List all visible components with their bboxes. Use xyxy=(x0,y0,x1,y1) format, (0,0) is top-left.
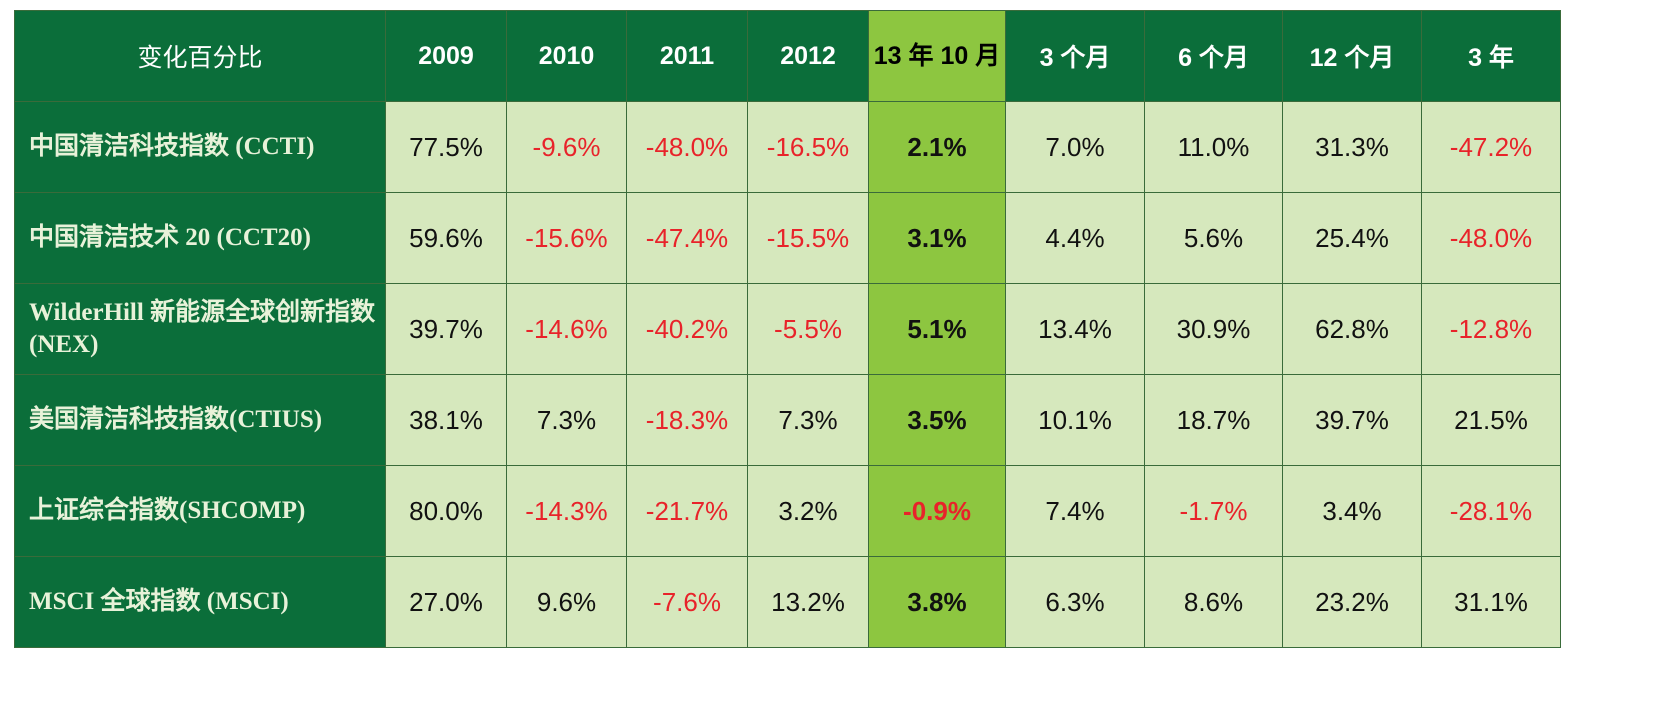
table-cell: 7.3% xyxy=(506,374,627,466)
table-cell: 7.0% xyxy=(1005,101,1145,193)
table-cell: 62.8% xyxy=(1282,283,1422,375)
row-label: 美国清洁科技指数(CTIUS) xyxy=(14,374,386,466)
table-cell: -9.6% xyxy=(506,101,627,193)
table-cell: -48.0% xyxy=(626,101,748,193)
table-cell: 5.1% xyxy=(868,283,1006,375)
table-cell: 4.4% xyxy=(1005,192,1145,284)
header-3-months: 3 个月 xyxy=(1005,10,1145,102)
table-row: 中国清洁技术 20 (CCT20) 59.6% -15.6% -47.4% -15.5%… xyxy=(14,192,1561,284)
header-2010: 2010 xyxy=(506,10,627,102)
table-cell: 6.3% xyxy=(1005,556,1145,648)
table-cell: -1.7% xyxy=(1144,465,1283,557)
header-2009: 2009 xyxy=(385,10,507,102)
table-row: 中国清洁科技指数 (CCTI) 77.5% -9.6% -48.0% -16.5% 2.1… xyxy=(14,101,1561,193)
table-cell: 3.2% xyxy=(747,465,869,557)
table-cell: 10.1% xyxy=(1005,374,1145,466)
table-cell: 8.6% xyxy=(1144,556,1283,648)
header-2011: 2011 xyxy=(626,10,748,102)
table-cell: -15.6% xyxy=(506,192,627,284)
table-cell: -0.9% xyxy=(868,465,1006,557)
table-cell: 7.3% xyxy=(747,374,869,466)
row-label: WilderHill 新能源全球创新指数(NEX) xyxy=(14,283,386,375)
header-oct-2013: 13 年 10 月 xyxy=(868,10,1006,102)
table-cell: 23.2% xyxy=(1282,556,1422,648)
table-row: 美国清洁科技指数(CTIUS) 38.1% 7.3% -18.3% 7.3% 3.5% 10… xyxy=(14,374,1561,466)
table-cell: 13.2% xyxy=(747,556,869,648)
header-12-months: 12 个月 xyxy=(1282,10,1422,102)
table-cell: -12.8% xyxy=(1421,283,1561,375)
table-cell: 9.6% xyxy=(506,556,627,648)
table-cell: -5.5% xyxy=(747,283,869,375)
table-cell: 3.8% xyxy=(868,556,1006,648)
table-cell: 31.3% xyxy=(1282,101,1422,193)
header-label: 变化百分比 xyxy=(14,10,386,102)
table-cell: -7.6% xyxy=(626,556,748,648)
header-3-years: 3 年 xyxy=(1421,10,1561,102)
table-cell: 18.7% xyxy=(1144,374,1283,466)
table-cell: 38.1% xyxy=(385,374,507,466)
table-cell: 3.5% xyxy=(868,374,1006,466)
table-cell: -18.3% xyxy=(626,374,748,466)
table-cell: 7.4% xyxy=(1005,465,1145,557)
table-cell: -16.5% xyxy=(747,101,869,193)
table-cell: 25.4% xyxy=(1282,192,1422,284)
table-row: 上证综合指数(SHCOMP) 80.0% -14.3% -21.7% 3.2% -0.9%… xyxy=(14,465,1561,557)
row-label: 上证综合指数(SHCOMP) xyxy=(14,465,386,557)
table-cell: 59.6% xyxy=(385,192,507,284)
table-cell: 39.7% xyxy=(385,283,507,375)
table-cell: -48.0% xyxy=(1421,192,1561,284)
table-cell: 5.6% xyxy=(1144,192,1283,284)
table-cell: -47.2% xyxy=(1421,101,1561,193)
table-cell: 13.4% xyxy=(1005,283,1145,375)
table-cell: -28.1% xyxy=(1421,465,1561,557)
table-cell: 11.0% xyxy=(1144,101,1283,193)
table-cell: 39.7% xyxy=(1282,374,1422,466)
table-cell: -40.2% xyxy=(626,283,748,375)
table-cell: 2.1% xyxy=(868,101,1006,193)
table-row: WilderHill 新能源全球创新指数(NEX) 39.7% -14.6% -40.… xyxy=(14,283,1561,375)
header-row: 变化百分比 2009 2010 2011 2012 13 年 10 月 3 个月… xyxy=(14,10,1561,102)
table-cell: 31.1% xyxy=(1421,556,1561,648)
row-label: MSCI 全球指数 (MSCI) xyxy=(14,556,386,648)
table-cell: -14.3% xyxy=(506,465,627,557)
performance-table: 变化百分比 2009 2010 2011 2012 13 年 10 月 3 个月… xyxy=(14,10,1561,648)
table-cell: 27.0% xyxy=(385,556,507,648)
table-cell: 30.9% xyxy=(1144,283,1283,375)
table-cell: -21.7% xyxy=(626,465,748,557)
table-row: MSCI 全球指数 (MSCI) 27.0% 9.6% -7.6% 13.2% 3.8% 6… xyxy=(14,556,1561,648)
table-cell: 3.4% xyxy=(1282,465,1422,557)
table-cell: 21.5% xyxy=(1421,374,1561,466)
table-cell: 77.5% xyxy=(385,101,507,193)
table-cell: 3.1% xyxy=(868,192,1006,284)
table-cell: -15.5% xyxy=(747,192,869,284)
table-cell: 80.0% xyxy=(385,465,507,557)
header-2012: 2012 xyxy=(747,10,869,102)
header-6-months: 6 个月 xyxy=(1144,10,1283,102)
row-label: 中国清洁技术 20 (CCT20) xyxy=(14,192,386,284)
row-label: 中国清洁科技指数 (CCTI) xyxy=(14,101,386,193)
table-cell: -14.6% xyxy=(506,283,627,375)
table-cell: -47.4% xyxy=(626,192,748,284)
